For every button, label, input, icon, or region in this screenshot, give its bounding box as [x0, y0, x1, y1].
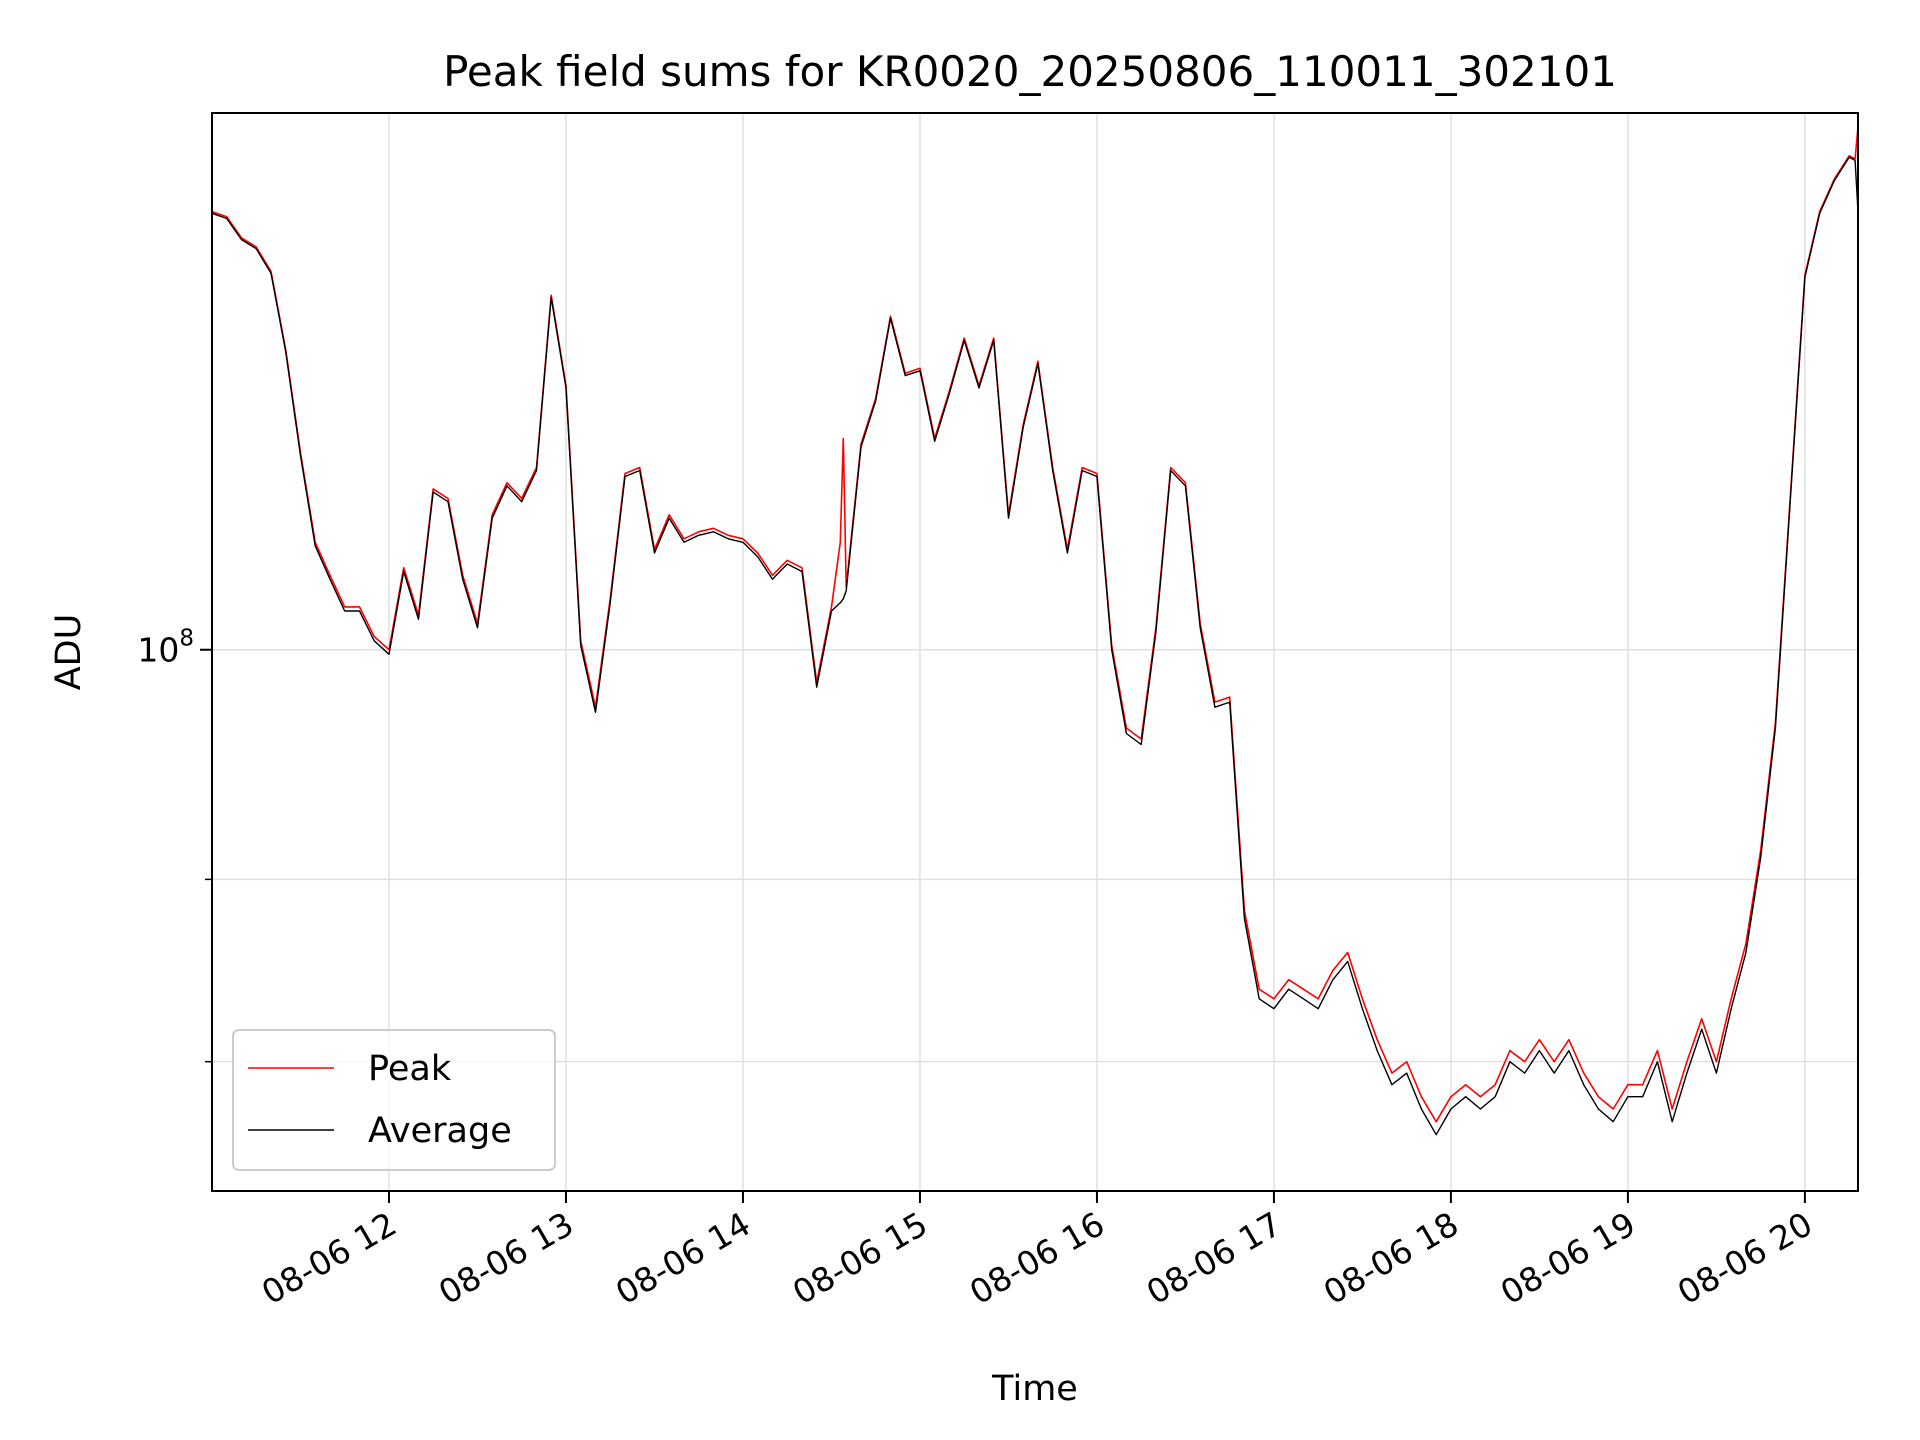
y-tick-label-exponent: 8: [179, 626, 194, 652]
axes-frame: [211, 112, 1859, 1192]
plot-area: [211, 126, 1859, 1136]
legend-box: [232, 1029, 556, 1171]
grid: [212, 113, 1858, 1191]
series-line-average: [211, 156, 1859, 1136]
y-tick-label: 108: [137, 626, 194, 670]
chart-title: Peak field sums for KR0020_20250806_1100…: [443, 47, 1617, 96]
x-axis-label: Time: [991, 1369, 1078, 1409]
legend-label-peak: Peak: [368, 1049, 452, 1089]
legend: Peak Average: [232, 1029, 556, 1171]
legend-label-average: Average: [368, 1111, 512, 1151]
y-axis-label: ADU: [49, 614, 89, 691]
y-axis-ticks: 108: [137, 626, 212, 1063]
y-tick-label-base: 10: [137, 631, 179, 670]
